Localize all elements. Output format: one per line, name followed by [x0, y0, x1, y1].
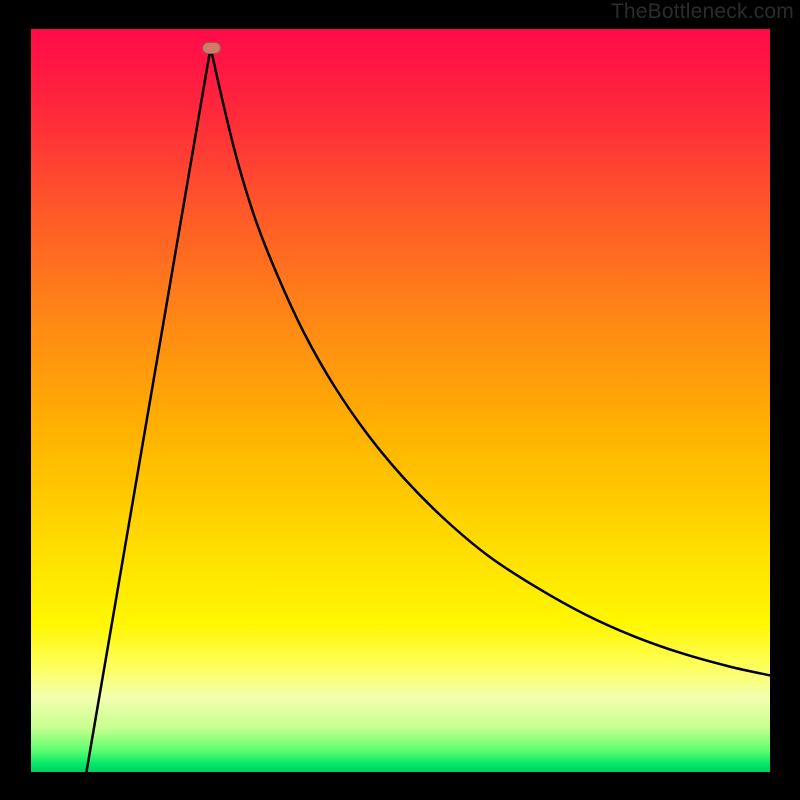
optimum-marker: [202, 42, 222, 54]
plot-area: [31, 29, 770, 772]
chart-frame: TheBottleneck.com: [0, 0, 800, 800]
curve-path: [86, 48, 770, 772]
bottleneck-curve: [31, 29, 770, 772]
attribution-label: TheBottleneck.com: [611, 0, 794, 24]
